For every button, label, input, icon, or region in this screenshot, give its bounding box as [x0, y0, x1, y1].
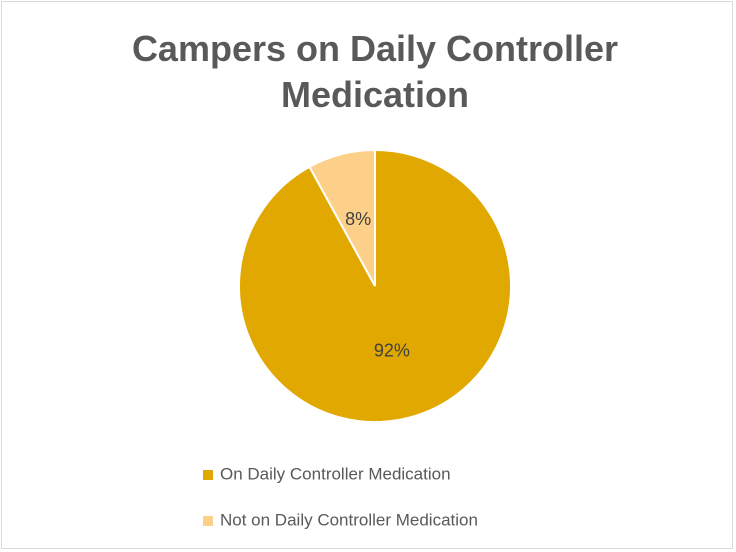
chart-title: Campers on Daily Controller Medication — [131, 28, 619, 115]
legend-label: On Daily Controller Medication — [220, 464, 451, 483]
pie-slice — [308, 148, 376, 287]
legend-label: Not on Daily Controller Medication — [220, 510, 478, 529]
data-label: 92% — [374, 341, 410, 361]
data-label: 8% — [345, 209, 371, 229]
legend-swatch — [203, 516, 213, 526]
legend-swatch — [203, 470, 213, 480]
